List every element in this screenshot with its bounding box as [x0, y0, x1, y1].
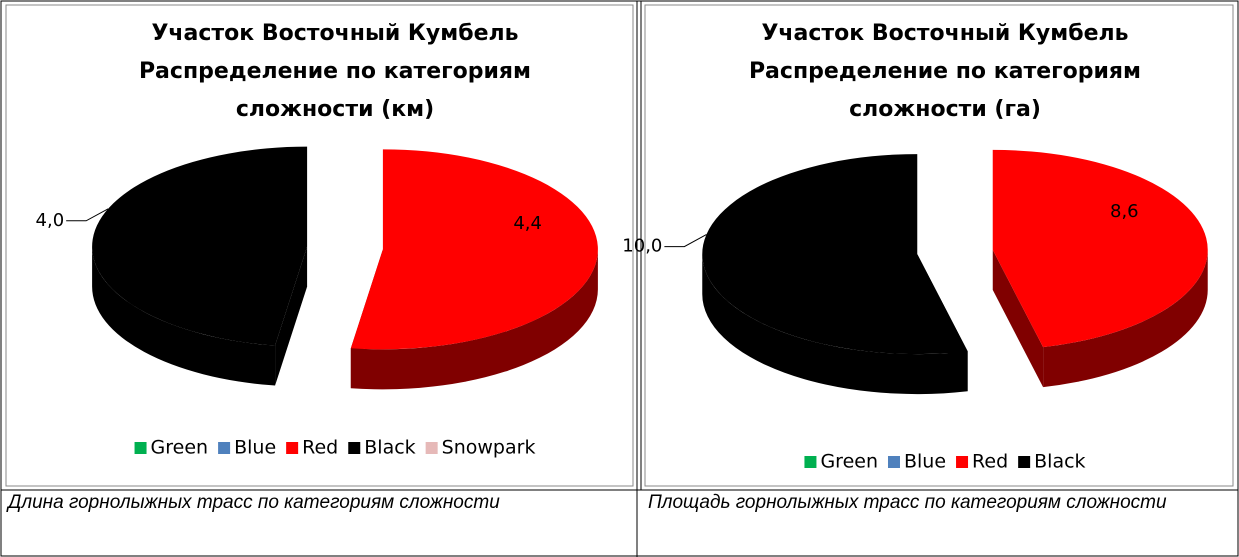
- legend-marker: [804, 456, 817, 468]
- legend-label: Red: [972, 451, 1008, 473]
- chart-title: Распределение по категориям: [139, 59, 531, 84]
- chart-title: Участок Восточный Кумбель: [761, 21, 1128, 46]
- slice-side: [1043, 249, 1208, 388]
- slice-side: [350, 249, 598, 390]
- slice-side: [92, 246, 276, 386]
- legend-marker: [286, 442, 299, 454]
- legend-label: Green: [820, 451, 878, 473]
- data-label: 8,6: [1110, 201, 1139, 222]
- data-label: 4,0: [36, 210, 65, 231]
- legend-marker: [348, 442, 361, 454]
- leader-line: [66, 208, 109, 222]
- legend-marker: [887, 456, 900, 468]
- legend-label: Snowpark: [442, 437, 536, 459]
- slice-edge: [275, 246, 308, 386]
- chart-title: Распределение по категориям: [749, 59, 1141, 84]
- chart-title: сложности (га): [849, 97, 1041, 122]
- chart-border: [644, 4, 1234, 487]
- pie-slice: [350, 149, 598, 350]
- leader-line: [664, 234, 707, 248]
- legend-marker: [425, 442, 438, 454]
- legend-label: Blue: [234, 437, 276, 459]
- legend-marker: [218, 442, 231, 454]
- legend-label: Green: [151, 437, 209, 459]
- pie-tops: [702, 149, 1208, 355]
- chart-title: сложности (км): [236, 97, 434, 122]
- data-label: 10,0: [622, 236, 662, 257]
- slice-edge: [992, 249, 1044, 388]
- legend-marker: [956, 456, 969, 468]
- labels: 8,6 10,0: [622, 201, 1138, 257]
- pie-slice: [92, 146, 308, 346]
- pie-slice: [992, 149, 1208, 348]
- chart-border: [5, 4, 634, 487]
- legend-label: Blue: [904, 451, 946, 473]
- legend-marker: [1018, 456, 1031, 468]
- legend: Green Blue Red Black: [804, 451, 1086, 473]
- pie-tops: [92, 146, 598, 350]
- legend-marker: [134, 442, 147, 454]
- data-label: 4,4: [513, 213, 542, 234]
- pie-slice: [702, 154, 968, 355]
- legend-label: Black: [364, 437, 415, 459]
- slice-side: [702, 254, 968, 395]
- labels: 4,4 4,0: [36, 208, 542, 234]
- caption: Площадь горнолыжных трасс по категориям …: [648, 492, 1167, 513]
- legend: Green Blue Red Black Snowpark: [134, 437, 536, 459]
- legend-label: Red: [302, 437, 338, 459]
- chart-title: Участок Восточный Кумбель: [151, 21, 518, 46]
- legend-label: Black: [1034, 451, 1085, 473]
- caption: Длина горнолыжных трасс по категориям сл…: [8, 492, 500, 513]
